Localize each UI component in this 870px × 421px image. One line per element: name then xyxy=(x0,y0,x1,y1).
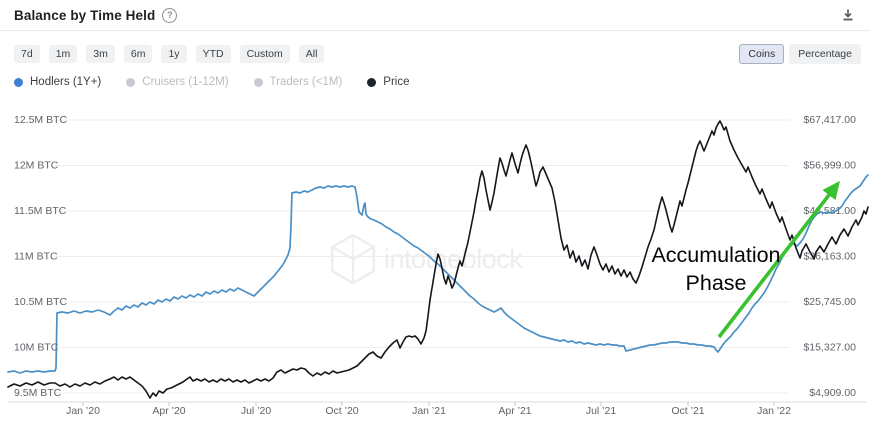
x-axis: Jan ’20 Apr ’20 Jul ’20 Oct ’20 Jan ’21 Apr ’… xyxy=(8,401,866,417)
range-button-6m[interactable]: 6m xyxy=(123,45,153,64)
chart-toolbar: 7d 1m 3m 6m 1y YTD Custom All Coins Percentage xyxy=(14,44,861,65)
legend-label: Price xyxy=(383,76,410,88)
hodlers-1y-line xyxy=(7,174,869,374)
x-tick-label: Jan ’22 xyxy=(757,405,791,417)
legend-item-hodlers-1y[interactable]: Hodlers (1Y+) xyxy=(14,76,101,88)
x-tick-label: Jul ’20 xyxy=(241,405,272,417)
legend-item-traders-1m[interactable]: Traders (<1M) xyxy=(253,76,343,88)
range-button-3m[interactable]: 3m xyxy=(86,45,115,64)
watermark-logo-line xyxy=(352,246,375,260)
legend-dot xyxy=(253,77,263,87)
toggle-coins[interactable]: Coins xyxy=(739,44,785,65)
download-button[interactable] xyxy=(840,7,856,23)
price-line xyxy=(7,120,869,399)
legend-item-price[interactable]: Price xyxy=(367,76,409,88)
page-title: Balance by Time Held xyxy=(14,7,156,23)
units-toggle: Coins Percentage xyxy=(739,44,861,65)
annotation-line1: Accumulation xyxy=(651,243,780,267)
help-icon[interactable]: ? xyxy=(162,7,178,23)
download-icon xyxy=(843,9,853,21)
x-tick-label: Apr ’21 xyxy=(498,405,531,417)
range-button-ytd[interactable]: YTD xyxy=(195,45,231,64)
y-axis-right-labels: $67,417.00$56,999.00$46,581.00$36,163.00… xyxy=(803,114,856,399)
y-left-tick-label: 9.5M BTC xyxy=(14,387,62,399)
legend-label: Cruisers (1-12M) xyxy=(142,76,229,88)
x-tick-label: Jan ’20 xyxy=(66,405,100,417)
x-tick-label: Apr ’20 xyxy=(152,405,185,417)
y-left-tick-label: 12.5M BTC xyxy=(14,114,68,126)
watermark-logo-line xyxy=(331,246,354,260)
x-tick-label: Oct ’21 xyxy=(671,405,704,417)
widget-header: Balance by Time Held ? xyxy=(0,0,870,31)
y-right-tick-label: $56,999.00 xyxy=(803,160,856,172)
y-left-tick-label: 10M BTC xyxy=(14,342,59,354)
range-button-1m[interactable]: 1m xyxy=(48,45,78,64)
accumulation-annotation: Accumulation Phase xyxy=(651,243,780,295)
accumulation-arrow xyxy=(717,180,840,339)
legend-dot xyxy=(126,77,136,87)
legend-dot xyxy=(14,77,23,87)
range-button-all[interactable]: All xyxy=(298,45,325,64)
toggle-percentage[interactable]: Percentage xyxy=(789,44,861,65)
chart-legend: Hodlers (1Y+) Cruisers (1-12M) Traders (<1… xyxy=(14,76,409,88)
x-tick-label: Jan ’21 xyxy=(412,405,446,417)
legend-item-cruisers-1-12m[interactable]: Cruisers (1-12M) xyxy=(126,76,229,88)
y-right-tick-label: $67,417.00 xyxy=(803,114,856,126)
y-left-tick-label: 12M BTC xyxy=(14,160,59,172)
y-left-tick-label: 11M BTC xyxy=(14,251,58,263)
watermark-text: intotheblock xyxy=(384,244,523,274)
y-right-tick-label: $25,745.00 xyxy=(803,296,856,308)
x-tick-label: Jul ’21 xyxy=(586,405,617,417)
range-button-7d[interactable]: 7d xyxy=(14,45,40,64)
y-right-tick-label: $15,327.00 xyxy=(803,342,856,354)
y-right-tick-label: $36,163.00 xyxy=(803,251,856,263)
range-button-1y[interactable]: 1y xyxy=(161,45,187,64)
y-left-tick-label: 11.5M BTC xyxy=(14,205,67,217)
y-left-tick-label: 10.5M BTC xyxy=(14,296,68,308)
x-tick-label: Oct ’20 xyxy=(325,405,358,417)
legend-label: Hodlers (1Y+) xyxy=(30,76,102,88)
y-axis-left-labels: 12.5M BTC 12M BTC 11.5M BTC 11M BTC 10.5M BT… xyxy=(14,114,68,399)
annotation-line2: Phase xyxy=(686,271,747,295)
intotheblock-watermark: intotheblock xyxy=(331,233,524,285)
time-range-buttons: 7d 1m 3m 6m 1y YTD Custom All xyxy=(14,45,325,64)
range-button-custom[interactable]: Custom xyxy=(239,45,290,64)
legend-dot xyxy=(367,77,377,87)
legend-label: Traders (<1M) xyxy=(269,76,343,88)
y-right-tick-label: $4,909.00 xyxy=(809,387,856,399)
